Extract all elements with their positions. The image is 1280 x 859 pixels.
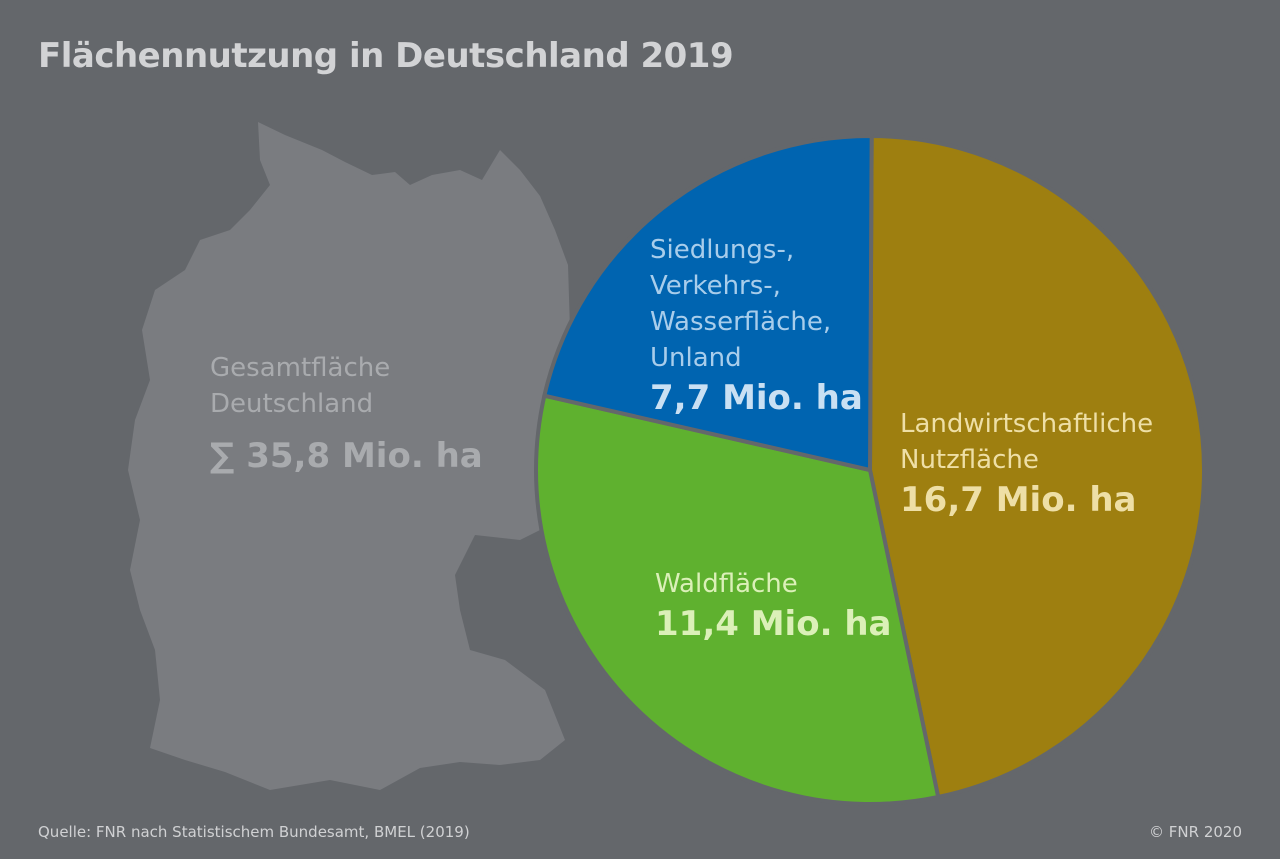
- slice-value-siedlung: 7,7 Mio. ha: [650, 378, 863, 418]
- slice-label-line: Nutzfläche: [900, 445, 1039, 475]
- slice-label-line: Wasserfläche,: [650, 307, 832, 337]
- germany-map-silhouette: [128, 122, 580, 790]
- slice-label-line: Verkehrs-,: [650, 271, 781, 301]
- source-note: Quelle: FNR nach Statistischem Bundesamt…: [38, 823, 470, 841]
- slice-label-landwirtschaft: Landwirtschaftliche Nutzfläche 16,7 Mio.…: [900, 406, 1153, 518]
- slice-label-line: Siedlungs-,: [650, 235, 795, 265]
- pie-slice-landwirtschaft: [868, 134, 1206, 799]
- slice-value-wald: 11,4 Mio. ha: [655, 604, 892, 644]
- total-area-value: ∑ 35,8 Mio. ha: [210, 436, 483, 476]
- slice-label-wald: Waldfläche 11,4 Mio. ha: [655, 566, 891, 642]
- slice-label-line: Landwirtschaftliche: [900, 409, 1154, 439]
- total-area-label-line: Gesamtfläche: [210, 353, 391, 383]
- pie-slice-wald: [534, 393, 941, 806]
- pie-chart: [534, 134, 1206, 806]
- chart-title: Flächennutzung in Deutschland 2019: [38, 36, 734, 76]
- slice-label-line: Unland: [650, 343, 742, 373]
- copyright-note: © FNR 2020: [1149, 823, 1242, 841]
- slice-value-landwirtschaft: 16,7 Mio. ha: [900, 480, 1137, 520]
- slice-label-siedlung: Siedlungs-, Verkehrs-, Wasserfläche, Unl…: [650, 232, 863, 416]
- pie-slice-siedlung: [542, 134, 874, 472]
- total-area-label-line: Deutschland: [210, 389, 374, 419]
- total-area-label: Gesamtfläche Deutschland ∑ 35,8 Mio. ha: [210, 350, 483, 474]
- slice-label-line: Waldfläche: [655, 569, 798, 599]
